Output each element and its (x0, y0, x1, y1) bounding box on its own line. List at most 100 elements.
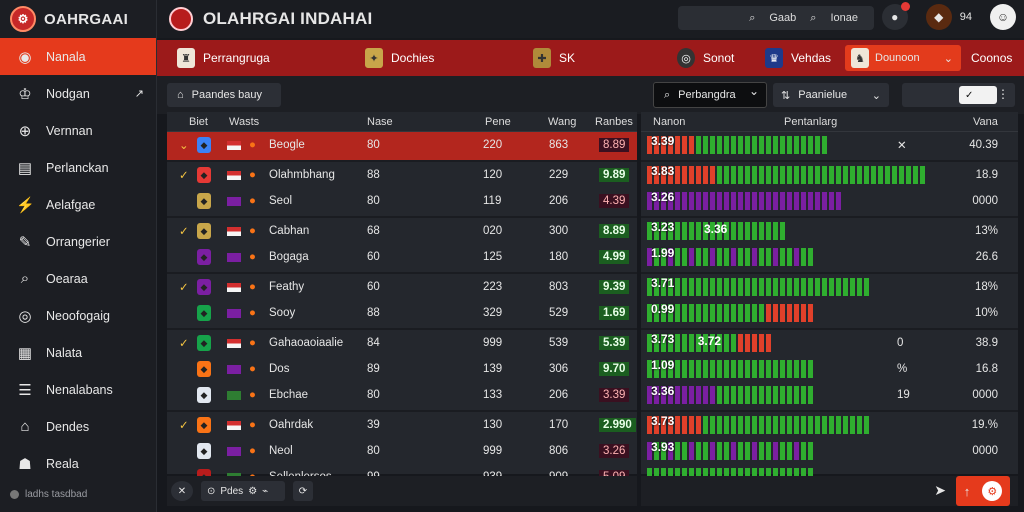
sidebar-item-nalata[interactable]: ▦ Nalata (0, 334, 156, 371)
table-row[interactable]: ◆ ● Seol 80 119 206 4.39 (167, 188, 637, 214)
team-name[interactable]: Beogle (269, 139, 305, 151)
odds-value[interactable]: 3.39 (599, 388, 630, 402)
table-row[interactable]: ◆ ● Bogaga 60 125 180 4.99 (167, 244, 637, 270)
bet-icon[interactable]: ⌄ (179, 140, 189, 152)
table-row[interactable]: ◆ ● Sooy 88 329 529 1.69 (167, 300, 637, 326)
bet-icon[interactable]: ✓ (179, 338, 189, 350)
team-name[interactable]: Sooy (269, 307, 296, 319)
category-sk[interactable]: ✚ SK (533, 48, 575, 68)
table-row[interactable]: ◆ ● Dos 89 139 306 9.70 (167, 356, 637, 382)
bar-row[interactable]: 3.73 19.% (641, 412, 1018, 438)
sidebar-item-nenalabans[interactable]: ☰ Nenalabans (0, 371, 156, 408)
odds-value[interactable]: 1.69 (599, 306, 630, 320)
row-mark[interactable]: 19 (897, 389, 910, 401)
team-icon[interactable]: ◆ (925, 4, 952, 30)
col-partang[interactable]: Pentanlarg (784, 115, 838, 128)
team-name[interactable]: Cabhan (269, 225, 310, 237)
sidebar-item-perlanckan[interactable]: ▤ Perlanckan (0, 149, 156, 186)
team-name[interactable]: Neol (269, 445, 293, 457)
bar-row[interactable]: 3.39 ✕ 40.39 (641, 132, 1018, 158)
col-bet[interactable]: Biet (189, 115, 208, 128)
bar-row[interactable]: 1.09% 16.8 (641, 356, 1018, 382)
odds-value[interactable]: 9.39 (599, 280, 630, 294)
sidebar-item-neoofogaig[interactable]: ◎ Neoofogaig (0, 297, 156, 334)
view-toggle[interactable]: ✓ ⋮ (902, 83, 1015, 107)
table-row[interactable]: ✓ ◆ ● Cabhan 68 020 300 8.89 (167, 218, 637, 244)
team-name[interactable]: Bogaga (269, 251, 309, 263)
team-name[interactable]: Gahaoaoiaalie (269, 337, 344, 349)
table-row[interactable]: ✓ ◆ ● Feathy 60 223 803 9.39 (167, 274, 637, 300)
sidebar-item-nodgan[interactable]: ♔ Nodgan ↗ (0, 75, 156, 112)
filter-button[interactable]: ⌂ Paandes bauy (167, 83, 281, 107)
notification-icon[interactable]: ● (881, 2, 910, 30)
bar-row[interactable]: 3.71 18% (641, 274, 1018, 300)
refresh-icon[interactable]: ⟳ (293, 481, 313, 501)
odds-value[interactable]: 8.89 (599, 138, 630, 152)
sidebar-item-vernnan[interactable]: ⊕ Vernnan (0, 112, 156, 149)
bar-row[interactable]: 3.93 0000 (641, 438, 1018, 464)
category-dropdown[interactable]: ♞ Dounoon ⌄ (845, 45, 961, 71)
back-icon[interactable]: ➤ (934, 482, 946, 498)
more-icon[interactable]: ⋮ (997, 87, 1009, 101)
col-nanon[interactable]: Nanon (653, 115, 686, 128)
category-dochies[interactable]: ✦ Dochies (365, 48, 434, 68)
table-row[interactable]: ◆ ● Ebchae 80 133 206 3.39 (167, 382, 637, 408)
avatar[interactable]: ☺ (990, 4, 1016, 30)
row-mark[interactable]: ✕ (897, 140, 907, 152)
table-row[interactable]: ◆ ● Neol 80 999 806 3.26 (167, 438, 637, 464)
category-vehdas[interactable]: ♛ Vehdas (765, 48, 831, 68)
chevron-down-icon[interactable]: ⌄ (749, 84, 760, 98)
odds-value[interactable]: 4.39 (599, 194, 630, 208)
odds-value[interactable]: 8.89 (599, 224, 630, 238)
table-row[interactable]: ⌄ ◆ ● Beogle 80 220 863 8.89 (167, 132, 637, 158)
bar-row[interactable]: 3.73 3.72 0 38.9 (641, 330, 1018, 356)
odds-value[interactable]: 9.70 (599, 362, 630, 376)
search-input[interactable]: ⌕ Perbangdra (653, 82, 767, 108)
category-sonot[interactable]: ◎ Sonot (677, 48, 734, 68)
team-name[interactable]: Dos (269, 363, 290, 375)
row-mark[interactable]: 0 (897, 337, 904, 349)
odds-value[interactable]: 3.26 (599, 444, 630, 458)
col-pane[interactable]: Pene (485, 115, 511, 128)
sidebar-item-aelafgae[interactable]: ⚡ Aelafgae (0, 186, 156, 223)
table-row[interactable]: ✓ ◆ ● Olahmbhang 88 120 229 9.89 (167, 162, 637, 188)
bet-icon[interactable]: ✓ (179, 282, 189, 294)
row-mark[interactable]: % (897, 363, 908, 375)
col-wang[interactable]: Wang (548, 115, 577, 128)
filter-icon[interactable]: ⌕ (810, 11, 817, 24)
bar-row[interactable]: 3.83 18.9 (641, 162, 1018, 188)
odds-value[interactable]: 2.990 (599, 418, 636, 432)
search-button[interactable]: Ionae (830, 12, 858, 24)
category-perrangruga[interactable]: ♜ Perrangruga (177, 48, 270, 68)
toggle-switch[interactable]: ✓ (959, 86, 997, 104)
bet-icon[interactable]: ✓ (179, 420, 189, 432)
category-coonos[interactable]: Coonos (971, 51, 1012, 65)
sidebar-item-dendes[interactable]: ⌂ Dendes (0, 408, 156, 445)
brand[interactable]: ⚙ OAHRGAAI (0, 0, 156, 38)
close-icon[interactable]: ✕ (171, 481, 193, 501)
col-results[interactable]: Ranbes (595, 115, 633, 128)
expand-arrow-icon[interactable]: ↗ (134, 88, 144, 100)
odds-value[interactable]: 4.99 (599, 250, 630, 264)
team-name[interactable]: Oahrdak (269, 419, 314, 431)
bar-row[interactable]: 3.23 3.36 13% (641, 218, 1018, 244)
bar-row[interactable]: 3.26 0000 (641, 188, 1018, 214)
action-button[interactable]: ↑ ⚙ (956, 476, 1010, 506)
bet-icon[interactable]: ✓ (179, 226, 189, 238)
sort-select[interactable]: ⇅ Paanielue ⌄ (773, 83, 889, 107)
bar-row[interactable]: 1.99 26.6 (641, 244, 1018, 270)
odds-value[interactable]: 5.39 (599, 336, 630, 350)
odds-value[interactable]: 9.89 (599, 168, 630, 182)
col-vana[interactable]: Vana (973, 115, 998, 128)
tool-button[interactable]: ⊙ Pdes ⚙ ⌁ (201, 481, 285, 501)
sidebar-item-reala[interactable]: ☗ Reala (0, 445, 156, 482)
team-name[interactable]: Olahmbhang (269, 169, 335, 181)
sidebar-item-nanala[interactable]: ◉ Nanala (0, 38, 156, 75)
sidebar-item-oearaa[interactable]: ⌕ Oearaa (0, 260, 156, 297)
team-name[interactable]: Seol (269, 195, 293, 207)
table-row[interactable]: ✓ ◆ ● Oahrdak 39 130 170 2.990 (167, 412, 637, 438)
bar-row[interactable]: 3.36 19 0000 (641, 382, 1018, 408)
search-icon[interactable]: ⌕ (749, 11, 756, 24)
bar-row[interactable]: 0.99 10% (641, 300, 1018, 326)
team-name[interactable]: Ebchae (269, 389, 309, 401)
